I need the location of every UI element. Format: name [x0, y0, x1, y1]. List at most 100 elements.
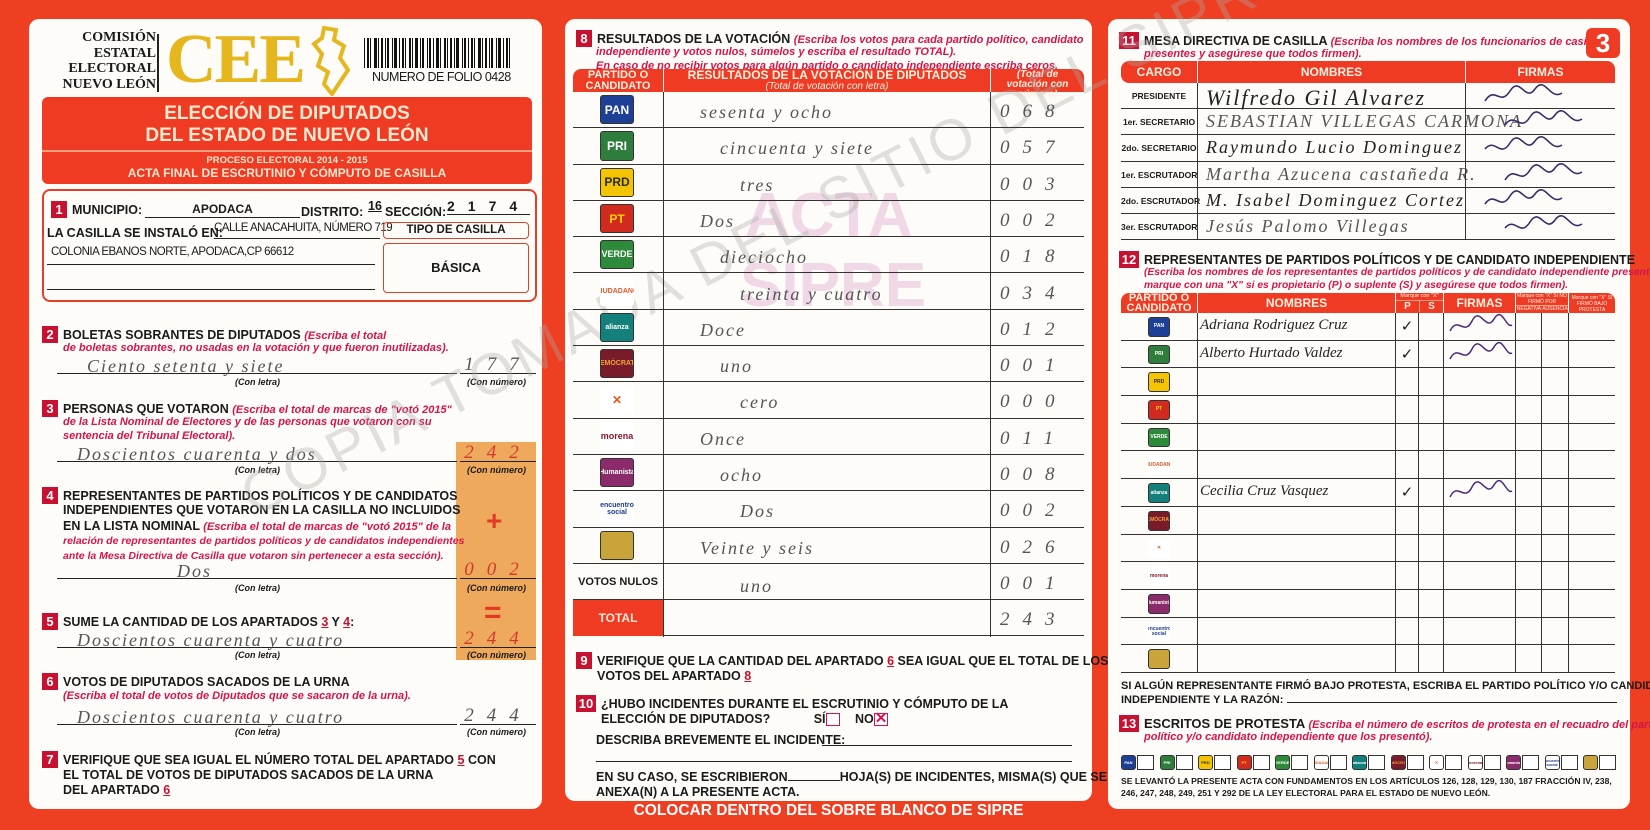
votes-in-words[interactable]: Doce — [700, 319, 746, 340]
votes-in-words[interactable]: uno — [740, 575, 773, 596]
signature[interactable] — [1480, 135, 1570, 161]
votes-in-words[interactable]: Veinte y seis — [700, 537, 814, 558]
official-name[interactable]: SEBASTIAN VILLEGAS CARMONA — [1206, 111, 1523, 132]
propietario-mark[interactable]: ✓ — [1400, 345, 1414, 363]
seccion-value[interactable]: 2174 — [447, 198, 531, 215]
signature[interactable] — [1500, 109, 1590, 135]
si-checkbox[interactable] — [825, 713, 840, 727]
section6-numero-field[interactable]: 244 — [460, 705, 536, 726]
votes-in-number[interactable]: 002 — [1000, 209, 1068, 231]
official-name[interactable]: Raymundo Lucio Dominguez — [1206, 137, 1463, 158]
official-name[interactable]: Wilfredo Gil Alvarez — [1206, 85, 1427, 110]
official-row — [1121, 135, 1615, 162]
votes-in-number[interactable]: 034 — [1000, 282, 1068, 304]
section-number: 7 — [42, 751, 58, 768]
party-row — [573, 528, 1084, 564]
section2-numero-field[interactable]: 177 — [460, 354, 536, 375]
section6-instruction: (Escriba el total de votos de Diputados … — [63, 690, 411, 702]
protest-count-box[interactable] — [1214, 755, 1231, 770]
section-number: 4 — [42, 487, 58, 504]
votes-in-number[interactable]: 001 — [1000, 572, 1068, 594]
protest-count-box[interactable] — [1137, 755, 1154, 770]
representative-name[interactable]: Adriana Rodriguez Cruz — [1200, 317, 1348, 333]
votes-in-words[interactable]: treinta y cuatro — [740, 283, 883, 304]
section5-letra-field[interactable]: Doscientos cuarenta y cuatro — [57, 630, 457, 650]
section2-letra-field[interactable]: Ciento setenta y siete — [57, 356, 457, 376]
signature[interactable] — [1500, 162, 1590, 188]
section3-numero-field[interactable]: 242 — [460, 442, 536, 463]
votes-in-number[interactable]: 068 — [1000, 101, 1068, 122]
tipo-casilla-value[interactable]: BÁSICA — [383, 243, 529, 293]
section3-letra-field[interactable]: Doscientos cuarenta y dos — [57, 444, 457, 464]
votes-in-number[interactable]: 003 — [1000, 173, 1068, 195]
votes-in-words[interactable]: Dos — [740, 501, 776, 522]
protest-count-box[interactable] — [1175, 755, 1193, 770]
section11-instruction2: presentes y asegúrese que todos firmen). — [1144, 48, 1362, 60]
votes-in-words[interactable]: Once — [700, 428, 746, 449]
votes-in-words[interactable]: ocho — [720, 465, 763, 485]
votes-in-words[interactable]: uno — [720, 356, 753, 377]
municipio-field[interactable]: APODACA — [145, 202, 300, 218]
votes-in-words[interactable]: sesenta y ocho — [700, 102, 833, 122]
propietario-mark[interactable]: ✓ — [1400, 484, 1414, 502]
protest-count-box[interactable] — [1368, 755, 1385, 770]
votes-in-number[interactable]: 026 — [1000, 536, 1068, 558]
signature[interactable] — [1500, 214, 1590, 240]
propietario-mark[interactable]: ✓ — [1400, 318, 1414, 335]
votes-in-number[interactable]: 011 — [1000, 427, 1067, 449]
address-line2[interactable]: COLONIA EBANOS NORTE, APODACA,CP 66612 — [47, 246, 375, 265]
representative-name[interactable]: Alberto Hurtado Valdez — [1200, 344, 1343, 361]
protest-count-box[interactable] — [1599, 755, 1616, 770]
incident-description-field2[interactable] — [596, 748, 1072, 762]
distrito-value[interactable]: 16 — [368, 199, 382, 213]
protesta-reason-field[interactable] — [1287, 702, 1618, 703]
total-votes-number[interactable]: 243 — [1000, 609, 1068, 631]
address-line1[interactable]: CALLE ANACAHUITA, NÚMERO 719 — [214, 222, 393, 239]
section10-line2: ELECCIÓN DE DIPUTADOS? — [601, 712, 771, 726]
section5-numero-field[interactable]: 244 — [460, 628, 536, 649]
official-name[interactable]: Martha Azucena castañeda R. — [1206, 163, 1477, 184]
hojas-count-field[interactable] — [787, 780, 840, 781]
address-line3[interactable] — [47, 270, 375, 290]
signature[interactable] — [1446, 341, 1516, 367]
section13-title: 13 ESCRITOS DE PROTESTA (Escriba el númer… — [1119, 715, 1650, 732]
signature[interactable] — [1480, 83, 1570, 109]
votes-in-number[interactable]: 008 — [1000, 464, 1068, 485]
party-row — [573, 165, 1084, 201]
section4-letra-field[interactable]: Dos — [57, 561, 457, 581]
votes-in-number[interactable]: 001 — [1000, 355, 1068, 377]
column-divider — [1541, 313, 1542, 674]
no-checkbox[interactable]: ✕ — [873, 710, 888, 728]
representative-row — [1121, 396, 1615, 424]
section4-numero-field[interactable]: 002 — [460, 559, 536, 580]
official-name[interactable]: M. Isabel Dominguez Cortez — [1206, 189, 1465, 210]
signature[interactable] — [1480, 188, 1570, 214]
official-name[interactable]: Jesús Palomo Villegas — [1206, 216, 1410, 236]
votes-in-number[interactable]: 000 — [1000, 391, 1068, 413]
protest-count-box[interactable] — [1291, 755, 1308, 770]
protest-count-box[interactable] — [1522, 755, 1539, 770]
votes-in-words[interactable]: tres — [740, 174, 775, 195]
signature[interactable] — [1446, 313, 1516, 339]
votes-in-number[interactable]: 018 — [1000, 246, 1068, 268]
section6-letra-field[interactable]: Doscientos cuarenta y cuatro — [57, 707, 457, 727]
incident-description-field[interactable] — [822, 732, 1072, 746]
protest-count-box[interactable] — [1560, 755, 1578, 770]
protest-count-box[interactable] — [1329, 755, 1347, 770]
protest-count-box[interactable] — [1252, 755, 1270, 770]
con-numero-label: (Con número) — [467, 727, 526, 737]
votes-in-words[interactable]: cero — [740, 392, 780, 413]
votes-in-words[interactable]: Dos — [700, 210, 736, 231]
votes-in-number[interactable]: 012 — [1000, 318, 1068, 340]
col-header-nombres: NOMBRES — [1198, 61, 1465, 83]
protest-count-box[interactable] — [1445, 755, 1462, 770]
votes-in-number[interactable]: 057 — [1000, 137, 1068, 159]
votes-in-words[interactable]: cincuenta y siete — [720, 138, 874, 159]
protest-count-box[interactable] — [1483, 755, 1501, 770]
protest-count-box[interactable] — [1406, 755, 1424, 770]
signature[interactable] — [1446, 479, 1516, 505]
representative-name[interactable]: Cecilia Cruz Vasquez — [1200, 483, 1329, 500]
votes-in-number[interactable]: 002 — [1000, 500, 1068, 522]
title-line1: ELECCIÓN DE DIPUTADOS — [164, 103, 410, 124]
votes-in-words[interactable]: dieciocho — [720, 247, 808, 268]
